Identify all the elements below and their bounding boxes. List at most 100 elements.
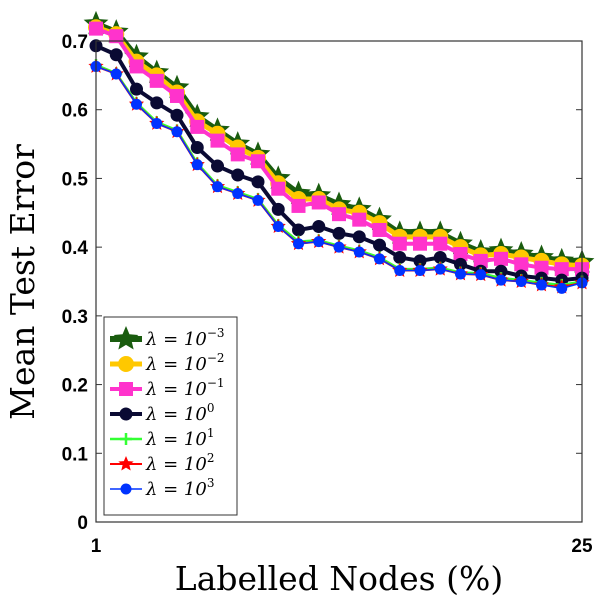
data-point-2-12 bbox=[332, 207, 346, 222]
data-point-2-17 bbox=[433, 236, 448, 251]
x-tick-label: 25 bbox=[571, 536, 593, 557]
y-tick-label: 0.4 bbox=[62, 238, 89, 259]
data-point-2-10 bbox=[291, 198, 306, 213]
data-point-2-18 bbox=[453, 247, 468, 262]
y-axis-title: Mean Test Error bbox=[3, 144, 42, 420]
x-axis-title: Labelled Nodes (%) bbox=[175, 559, 503, 598]
data-point-2-4 bbox=[170, 88, 184, 103]
data-point-6-7 bbox=[232, 188, 244, 200]
data-point-3-13 bbox=[352, 230, 366, 244]
data-point-3-14 bbox=[373, 238, 386, 252]
data-point-6-12 bbox=[333, 241, 345, 253]
y-axis: 0 0.1 0.2 0.3 0.4 0.5 0.6 0.7 bbox=[62, 32, 582, 534]
data-point-6-5 bbox=[191, 159, 203, 171]
legend-swatch-marker bbox=[118, 356, 134, 372]
legend-label: λ = 102 bbox=[145, 451, 214, 475]
plot-frame bbox=[95, 40, 583, 523]
legend-item-2: λ = 10−1 bbox=[110, 376, 225, 400]
legend-item-3: λ = 100 bbox=[110, 401, 214, 425]
series-2 bbox=[89, 21, 589, 277]
data-point-2-14 bbox=[372, 222, 387, 237]
data-point-3-3 bbox=[150, 96, 164, 110]
data-point-2-7 bbox=[230, 147, 245, 162]
data-point-6-18 bbox=[455, 268, 466, 280]
y-tick-label: 0 bbox=[77, 513, 88, 534]
x-tick-label: 1 bbox=[91, 536, 102, 557]
legend-item-0: λ = 10−3 bbox=[110, 326, 225, 350]
legend-label-exponent: 3 bbox=[207, 476, 215, 490]
legend-label: λ = 103 bbox=[145, 476, 214, 500]
data-point-6-8 bbox=[252, 194, 264, 206]
data-point-3-11 bbox=[312, 220, 326, 234]
data-point-2-9 bbox=[271, 181, 286, 196]
data-point-2-1 bbox=[109, 29, 124, 44]
data-point-3-6 bbox=[211, 159, 224, 173]
data-point-6-3 bbox=[151, 117, 163, 129]
data-point-2-8 bbox=[251, 154, 265, 169]
legend-item-6: λ = 103 bbox=[110, 476, 214, 500]
data-point-3-18 bbox=[454, 257, 467, 271]
data-point-6-21 bbox=[515, 276, 527, 287]
data-point-3-20 bbox=[494, 264, 508, 278]
data-point-6-2 bbox=[131, 98, 142, 110]
data-point-6-17 bbox=[434, 263, 446, 275]
data-point-6-1 bbox=[110, 68, 122, 80]
data-point-6-4 bbox=[171, 126, 183, 138]
y-tick-label: 0.2 bbox=[62, 376, 88, 397]
legend-label-exponent: −2 bbox=[207, 351, 225, 365]
x-axis: 1 25 bbox=[91, 516, 593, 557]
legend-label: λ = 10−3 bbox=[145, 326, 225, 350]
legend-label-exponent: 2 bbox=[207, 451, 215, 465]
data-point-6-20 bbox=[495, 274, 507, 286]
legend-swatch-marker bbox=[119, 407, 133, 421]
data-point-3-9 bbox=[271, 202, 285, 216]
data-point-6-23 bbox=[556, 282, 568, 294]
data-point-2-0 bbox=[89, 21, 103, 36]
y-tick-label: 0.5 bbox=[62, 169, 89, 190]
data-point-3-15 bbox=[393, 250, 407, 264]
data-point-2-22 bbox=[534, 260, 549, 275]
data-point-3-1 bbox=[109, 48, 123, 62]
data-point-6-15 bbox=[394, 265, 406, 277]
legend-swatch-marker bbox=[119, 382, 133, 396]
legend-item-5: λ = 102 bbox=[110, 451, 214, 475]
data-point-2-21 bbox=[514, 257, 529, 272]
data-point-6-22 bbox=[536, 279, 547, 291]
series-layer bbox=[83, 10, 595, 294]
data-point-6-6 bbox=[212, 181, 223, 193]
legend-swatch-marker bbox=[120, 433, 132, 445]
data-point-2-3 bbox=[149, 73, 164, 88]
data-point-2-13 bbox=[352, 212, 367, 227]
data-point-2-5 bbox=[190, 119, 205, 134]
data-point-2-20 bbox=[494, 251, 508, 266]
series-6 bbox=[90, 60, 588, 294]
data-point-3-8 bbox=[251, 175, 265, 189]
legend-item-4: λ = 101 bbox=[110, 426, 214, 450]
data-point-6-16 bbox=[414, 265, 426, 277]
data-point-3-2 bbox=[130, 82, 143, 96]
data-point-2-11 bbox=[311, 195, 326, 210]
data-point-6-14 bbox=[374, 253, 385, 265]
data-point-6-13 bbox=[353, 246, 365, 258]
legend-label-exponent: 1 bbox=[207, 426, 215, 440]
data-point-2-23 bbox=[554, 262, 569, 277]
data-point-3-17 bbox=[433, 250, 447, 264]
data-point-6-9 bbox=[272, 221, 284, 233]
data-point-3-16 bbox=[413, 254, 427, 268]
data-point-2-15 bbox=[392, 236, 407, 251]
legend-label-exponent: 0 bbox=[207, 401, 215, 415]
data-point-2-6 bbox=[210, 133, 225, 148]
data-point-3-12 bbox=[332, 226, 346, 240]
y-tick-label: 0.3 bbox=[62, 307, 88, 328]
legend-label: λ = 101 bbox=[145, 426, 214, 450]
y-tick-label: 0.6 bbox=[62, 101, 88, 122]
data-point-2-16 bbox=[413, 236, 427, 251]
legend-label-exponent: −1 bbox=[207, 376, 225, 390]
data-point-3-10 bbox=[292, 223, 305, 237]
legend-swatch-marker bbox=[113, 326, 139, 350]
data-point-6-11 bbox=[313, 236, 325, 248]
data-point-3-7 bbox=[231, 168, 245, 182]
data-point-6-19 bbox=[475, 269, 487, 281]
